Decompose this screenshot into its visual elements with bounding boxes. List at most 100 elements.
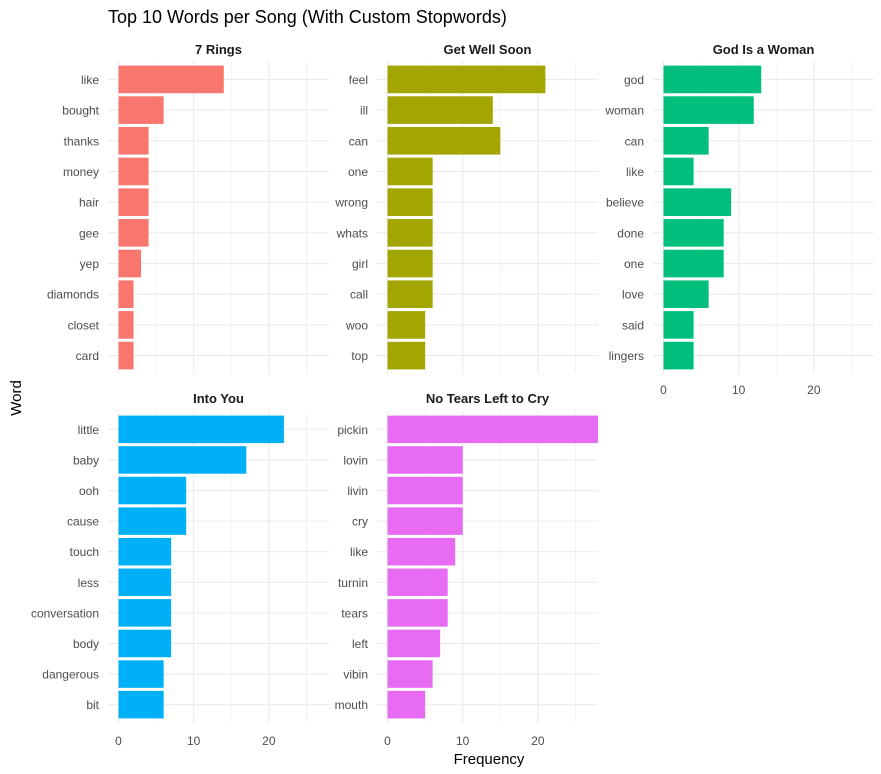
bar: [118, 690, 164, 719]
facet-strip-label: No Tears Left to Cry: [426, 391, 550, 406]
bar: [118, 415, 284, 444]
x-axis-title: Frequency: [454, 751, 525, 768]
bar: [387, 415, 598, 444]
bar: [118, 126, 149, 155]
y-tick-label: vibin: [343, 668, 368, 682]
facet-strip-label: God Is a Woman: [713, 42, 815, 57]
y-tick-label: livin: [347, 484, 368, 498]
y-tick-label: conversation: [31, 606, 99, 620]
y-tick-label: dangerous: [42, 668, 99, 682]
y-tick-label: lingers: [609, 349, 644, 363]
y-tick-label: girl: [352, 257, 368, 271]
y-tick-label: baby: [73, 453, 99, 467]
bar: [387, 280, 433, 309]
y-tick-label: diamonds: [47, 288, 99, 302]
y-tick-label: less: [78, 576, 99, 590]
y-tick-label: lovin: [343, 453, 368, 467]
facet-strip-label: Into You: [193, 391, 244, 406]
bar: [118, 188, 149, 216]
bar: [118, 280, 134, 309]
bar: [663, 126, 709, 155]
bar: [387, 126, 501, 155]
y-tick-label: woman: [604, 104, 644, 118]
bar: [118, 446, 247, 474]
x-tick-label: 10: [732, 383, 746, 397]
facet-strip-label: 7 Rings: [195, 42, 242, 57]
bar: [118, 568, 172, 597]
bar: [663, 311, 694, 339]
bar: [118, 476, 187, 505]
y-tick-label: pickin: [337, 423, 368, 437]
bar: [118, 219, 149, 247]
y-tick-label: bought: [62, 104, 99, 118]
bar: [663, 219, 724, 247]
bar: [118, 660, 164, 688]
bar: [118, 599, 172, 627]
facet-panel: God Is a Woman god woman can like believe done…: [604, 42, 874, 397]
x-tick-label: 0: [115, 734, 122, 748]
y-tick-label: can: [349, 134, 368, 148]
y-tick-label: cry: [352, 515, 368, 529]
facet-panel: 7 Rings like bought thanks money hair gee yep di…: [47, 42, 329, 374]
bar: [118, 96, 164, 124]
y-tick-label: tears: [341, 606, 368, 620]
bar: [118, 629, 172, 658]
x-tick-label: 20: [262, 734, 276, 748]
bar: [663, 65, 762, 94]
bar: [118, 507, 187, 535]
bar: [663, 157, 694, 186]
y-tick-label: one: [624, 257, 644, 271]
x-tick-label: 0: [660, 383, 667, 397]
bar: [387, 446, 463, 474]
y-tick-label: hair: [79, 196, 99, 210]
y-tick-label: said: [622, 318, 644, 332]
bar: [118, 157, 149, 186]
y-tick-label: woo: [345, 318, 368, 332]
y-tick-label: ill: [360, 104, 368, 118]
y-tick-label: believe: [606, 196, 644, 210]
y-tick-label: cause: [67, 515, 99, 529]
bar: [387, 507, 463, 535]
y-tick-label: love: [622, 288, 644, 302]
y-tick-label: touch: [70, 545, 99, 559]
y-tick-label: card: [76, 349, 99, 363]
chart-title: Top 10 Words per Song (With Custom Stopw…: [108, 7, 507, 27]
bar: [118, 65, 224, 94]
bar: [387, 311, 426, 339]
bar: [663, 280, 709, 309]
bar: [118, 249, 142, 278]
x-tick-label: 20: [531, 734, 545, 748]
bar: [118, 341, 134, 370]
bar: [387, 690, 426, 719]
y-tick-label: like: [626, 165, 644, 179]
y-tick-label: little: [78, 423, 100, 437]
y-tick-label: wrong: [334, 196, 368, 210]
y-tick-label: gee: [79, 226, 99, 240]
y-tick-label: money: [63, 165, 99, 179]
y-tick-label: left: [352, 637, 369, 651]
bar: [387, 65, 546, 94]
facet-strip-label: Get Well Soon: [444, 42, 532, 57]
y-tick-label: mouth: [335, 698, 368, 712]
y-tick-label: thanks: [64, 134, 99, 148]
bar: [387, 568, 448, 597]
bar: [663, 341, 694, 370]
bar: [663, 249, 724, 278]
x-tick-label: 10: [456, 734, 470, 748]
bar: [387, 96, 493, 124]
bar: [387, 537, 456, 566]
y-tick-label: like: [81, 73, 99, 87]
facet-panel: Get Well Soon feel ill can one wrong whats girl…: [334, 42, 598, 374]
facet-panel: Into You little baby ooh cause touch less conve…: [31, 391, 329, 748]
bar: [118, 537, 172, 566]
y-tick-label: whats: [336, 226, 368, 240]
y-tick-label: bit: [86, 698, 99, 712]
x-tick-label: 20: [807, 383, 821, 397]
y-tick-label: done: [617, 226, 644, 240]
bar: [387, 660, 433, 688]
y-tick-label: body: [73, 637, 99, 651]
x-tick-label: 0: [384, 734, 391, 748]
facet-panels: 7 Rings like bought thanks money hair gee yep di…: [31, 42, 874, 748]
bar: [387, 629, 441, 658]
